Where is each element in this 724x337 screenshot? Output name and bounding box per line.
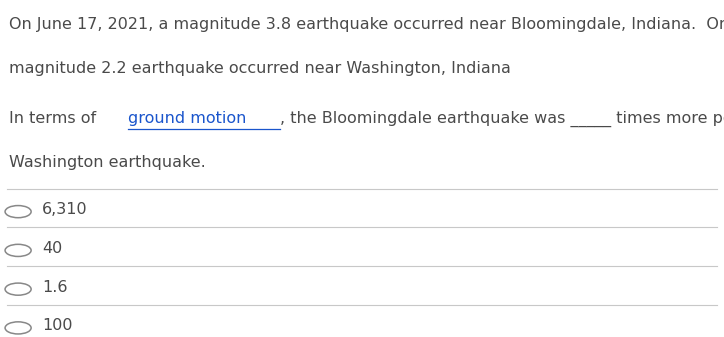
Text: ground motion: ground motion <box>127 111 246 126</box>
Text: 100: 100 <box>42 318 72 334</box>
Text: On June 17, 2021, a magnitude 3.8 earthquake occurred near Bloomingdale, Indiana: On June 17, 2021, a magnitude 3.8 earthq… <box>9 17 724 32</box>
Text: Washington earthquake.: Washington earthquake. <box>9 155 206 170</box>
Text: 1.6: 1.6 <box>42 280 67 295</box>
Text: 6,310: 6,310 <box>42 202 88 217</box>
Text: magnitude 2.2 earthquake occurred near Washington, Indiana: magnitude 2.2 earthquake occurred near W… <box>9 61 510 76</box>
Text: , the Bloomingdale earthquake was _____ times more powerful than the: , the Bloomingdale earthquake was _____ … <box>280 111 724 127</box>
Text: 40: 40 <box>42 241 62 256</box>
Text: In terms of: In terms of <box>9 111 101 126</box>
